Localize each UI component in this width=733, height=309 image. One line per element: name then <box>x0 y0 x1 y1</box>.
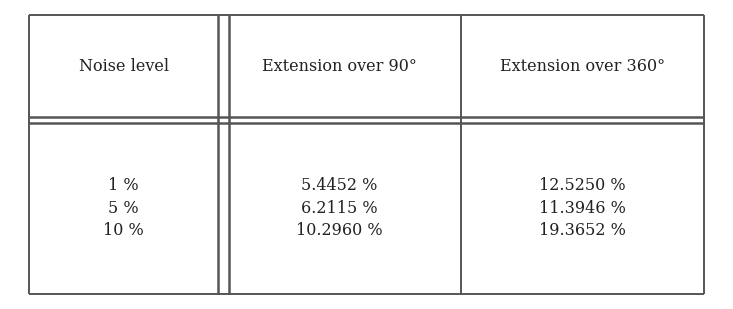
Text: 10 %: 10 % <box>103 222 144 239</box>
Text: 5 %: 5 % <box>108 200 139 217</box>
Text: Extension over 90°: Extension over 90° <box>262 58 417 75</box>
Text: 6.2115 %: 6.2115 % <box>301 200 377 217</box>
Text: Extension over 360°: Extension over 360° <box>500 58 665 75</box>
Text: 10.2960 %: 10.2960 % <box>296 222 383 239</box>
Text: 11.3946 %: 11.3946 % <box>539 200 626 217</box>
Text: 12.5250 %: 12.5250 % <box>539 177 625 194</box>
Text: Noise level: Noise level <box>78 58 169 75</box>
Text: 5.4452 %: 5.4452 % <box>301 177 377 194</box>
Bar <box>29 15 704 294</box>
Text: 1 %: 1 % <box>108 177 139 194</box>
Text: 19.3652 %: 19.3652 % <box>539 222 626 239</box>
